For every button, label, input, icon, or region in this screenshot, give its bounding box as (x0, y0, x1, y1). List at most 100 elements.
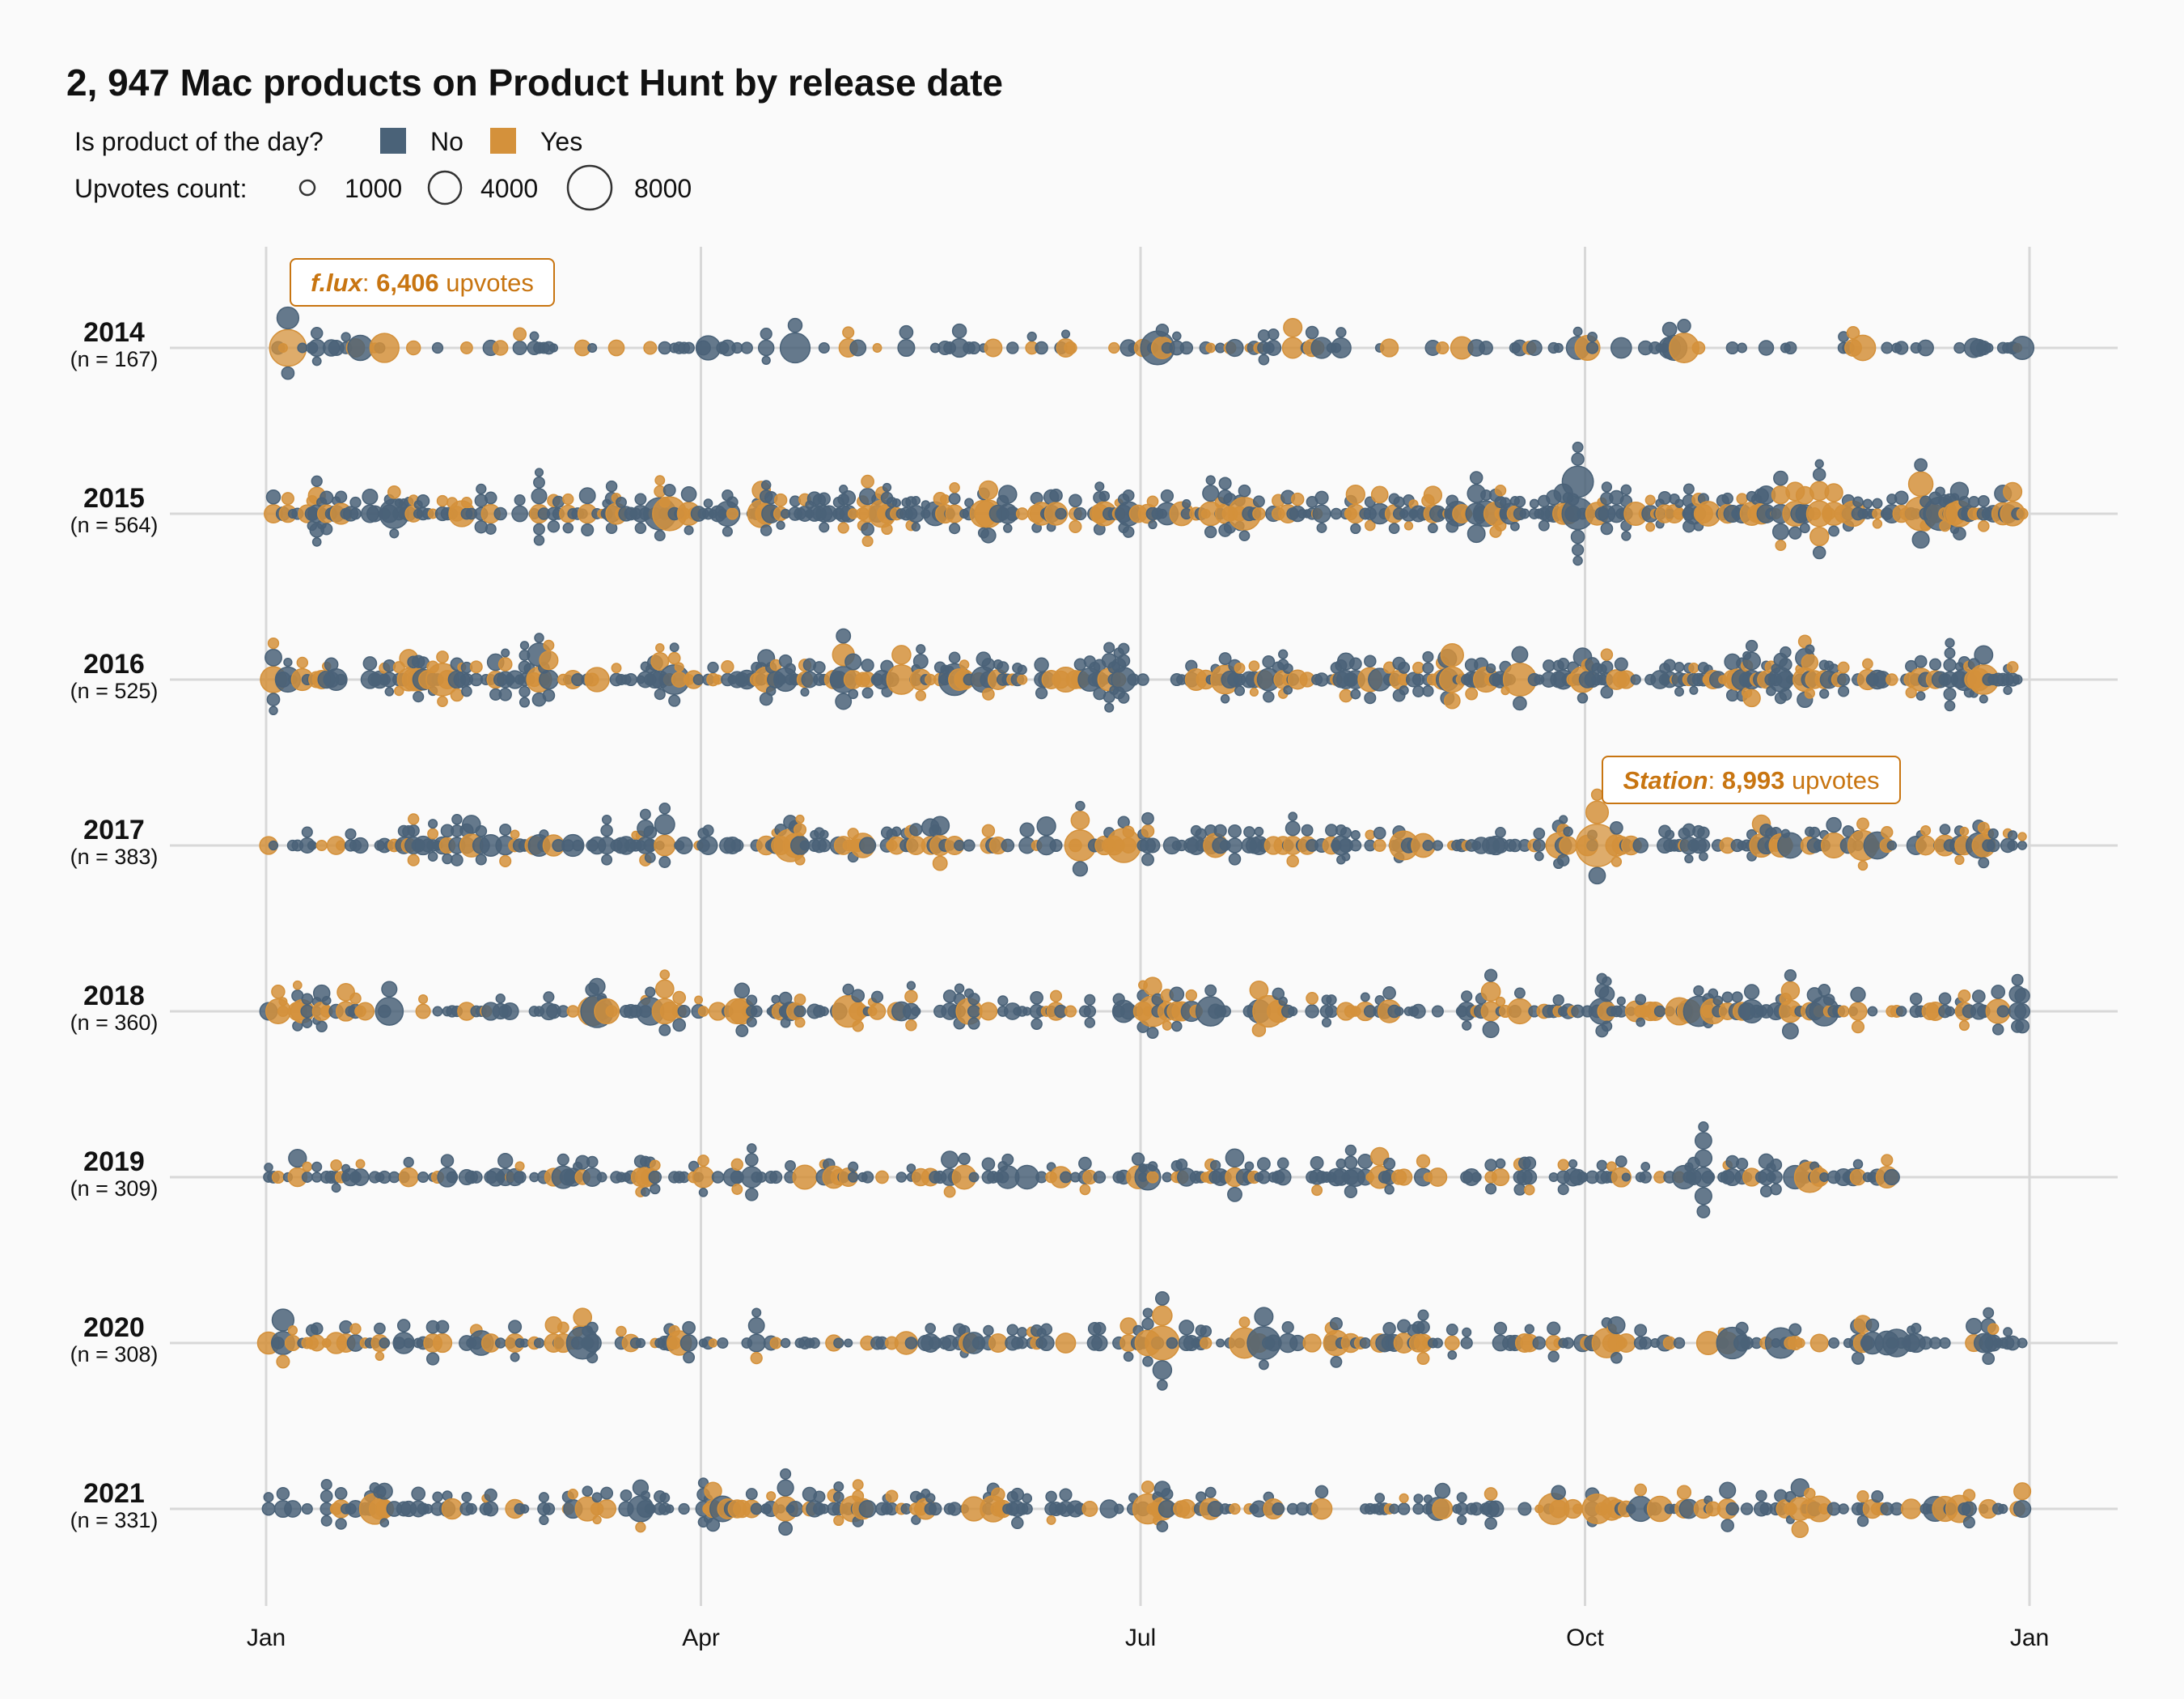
product-dot (514, 494, 526, 506)
product-dot (988, 1333, 1008, 1353)
product-dot (835, 693, 853, 710)
product-dot (1663, 659, 1676, 672)
product-dot (1828, 663, 1839, 675)
product-dot (413, 691, 425, 703)
product-dot (1852, 1159, 1864, 1170)
product-dot (519, 641, 530, 650)
product-dot (1093, 1171, 1107, 1184)
product-dot (1708, 988, 1719, 999)
product-dot (911, 522, 921, 532)
product-dot (1894, 490, 1909, 506)
product-dot (692, 674, 705, 685)
product-dot (840, 489, 857, 506)
product-dot (1510, 521, 1520, 532)
product-dot (786, 1500, 804, 1518)
product-dot (1784, 968, 1797, 982)
product-dot (1572, 1503, 1584, 1515)
product-dot (1943, 658, 1957, 672)
product-dot (1974, 645, 1994, 665)
product-dot (268, 840, 279, 851)
product-dot (1736, 493, 1748, 505)
annotation-suffix: upvotes (439, 269, 534, 297)
product-dot (1445, 1324, 1458, 1336)
product-dot (1804, 688, 1815, 699)
product-dot (427, 828, 439, 840)
product-dot (909, 823, 923, 837)
product-dot (592, 1515, 602, 1525)
product-dot (441, 1498, 463, 1520)
product-dot (261, 1502, 276, 1516)
product-dot (861, 522, 874, 536)
product-dot (352, 837, 369, 854)
n-label-2017: (n = 383) (70, 845, 159, 869)
product-dot (1228, 853, 1242, 866)
product-dot (315, 839, 328, 852)
product-dot (1412, 685, 1424, 697)
product-dot (369, 333, 400, 363)
product-dot (1103, 642, 1115, 654)
n-label-2014: (n = 167) (70, 347, 159, 371)
legend-size-label-1000: 1000 (345, 174, 402, 203)
product-dot (271, 1170, 285, 1184)
product-dot (1344, 1144, 1357, 1157)
product-dot (726, 507, 739, 520)
product-dot (1311, 1184, 1323, 1197)
product-dot (1522, 1156, 1537, 1171)
product-dot (1330, 337, 1352, 358)
product-dot (842, 326, 855, 339)
product-dot (746, 994, 758, 1006)
chart-title: 2, 947 Mac products on Product Hunt by r… (66, 61, 1003, 104)
product-dot (534, 468, 544, 477)
product-dot (1122, 526, 1135, 538)
product-dot (407, 824, 420, 837)
product-dot (1330, 507, 1343, 520)
product-dot (469, 660, 483, 674)
product-dot (851, 989, 866, 1003)
product-dot (1017, 674, 1028, 685)
product-dot (1616, 1333, 1636, 1354)
x-tick-label-2: Jul (1125, 1625, 1156, 1651)
product-dot (858, 1499, 877, 1519)
legend-size-8000 (566, 164, 613, 211)
product-dot (2017, 1337, 2028, 1349)
product-dot (1846, 326, 1860, 340)
product-dot (983, 1324, 994, 1337)
product-dot (301, 1502, 313, 1515)
product-dot (1022, 1493, 1033, 1504)
product-dot (1254, 826, 1264, 837)
product-dot (1533, 827, 1546, 840)
product-dot (2014, 1003, 2031, 1019)
product-dot (384, 687, 395, 697)
product-dot (1872, 498, 1883, 509)
product-dot (1344, 1155, 1358, 1170)
product-dot (1360, 992, 1370, 1002)
product-dot (301, 993, 314, 1006)
product-dot (296, 656, 309, 669)
product-dot (1182, 499, 1191, 509)
product-dot (1440, 642, 1464, 667)
product-dot (1185, 989, 1198, 1002)
product-dot (1014, 1164, 1039, 1190)
product-dot (959, 659, 970, 670)
product-dot (1862, 658, 1873, 670)
product-dot (904, 989, 918, 1003)
product-dot (557, 1321, 569, 1334)
product-dot (939, 494, 950, 505)
product-dot (1218, 477, 1232, 490)
product-dot (1572, 441, 1584, 453)
product-dot (1780, 646, 1792, 659)
product-dot (1794, 1337, 1805, 1349)
product-dot (1895, 1006, 1907, 1017)
product-dot (1314, 1485, 1329, 1499)
product-dot (1373, 839, 1386, 852)
product-dot (1781, 1022, 1799, 1040)
product-dot (1532, 1336, 1547, 1350)
product-dot (906, 981, 916, 990)
product-dot (717, 1337, 729, 1349)
product-dot (1742, 651, 1761, 671)
x-tick-label-3: Oct (1566, 1625, 1604, 1651)
product-dot (345, 828, 357, 840)
product-dot (1639, 1171, 1652, 1184)
product-dot (475, 824, 488, 837)
product-dot (1621, 531, 1632, 541)
